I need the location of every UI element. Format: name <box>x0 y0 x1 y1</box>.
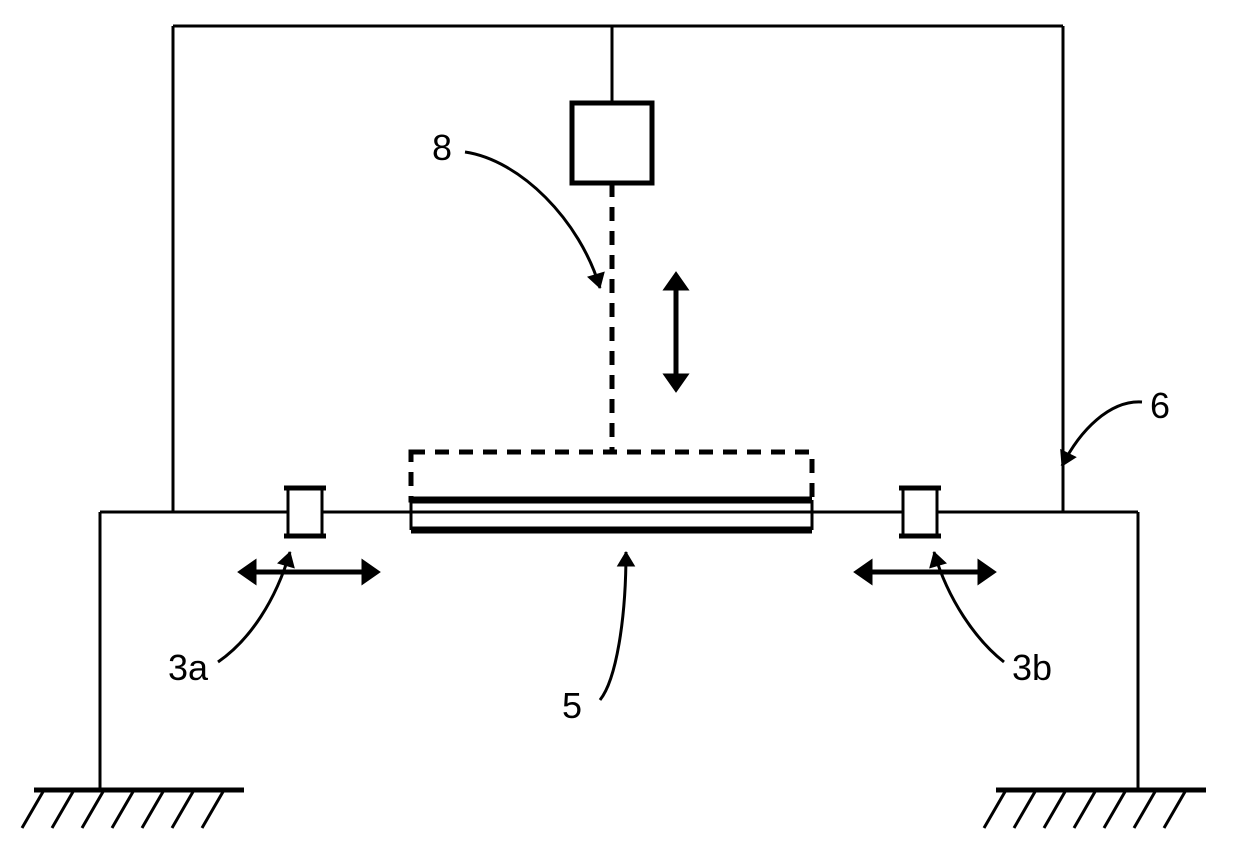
plate <box>411 500 812 530</box>
block-right <box>899 488 941 536</box>
callout-label: 3b <box>1012 647 1052 688</box>
callout-label: 6 <box>1150 385 1170 426</box>
callout-label: 3a <box>168 647 209 688</box>
plate-phantom <box>411 452 812 500</box>
ground-left <box>22 790 244 828</box>
callout-label: 5 <box>562 685 582 726</box>
callout-label: 8 <box>432 127 452 168</box>
inner-frame <box>173 26 1063 512</box>
actuator-box <box>572 103 652 183</box>
block-left <box>284 488 326 536</box>
ground-right <box>984 790 1206 828</box>
